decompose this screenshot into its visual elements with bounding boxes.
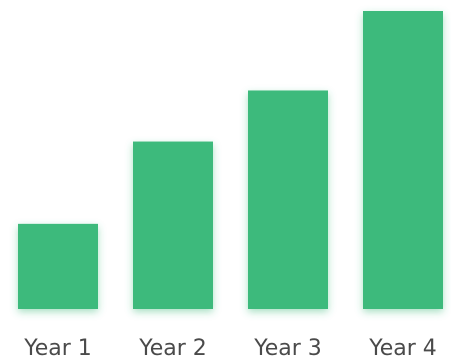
bar-3 xyxy=(248,90,328,309)
x-tick-label-4: Year 4 xyxy=(368,336,437,356)
x-tick-label-3: Year 3 xyxy=(253,336,322,356)
bar-4 xyxy=(363,11,443,309)
bar-1 xyxy=(18,223,98,309)
x-tick-label-1: Year 1 xyxy=(23,336,92,356)
bars xyxy=(18,11,443,309)
x-axis-tick-labels: Year 1 Year 2 Year 3 Year 4 xyxy=(23,336,437,356)
bar-2 xyxy=(133,141,213,309)
x-tick-label-2: Year 2 xyxy=(138,336,207,356)
